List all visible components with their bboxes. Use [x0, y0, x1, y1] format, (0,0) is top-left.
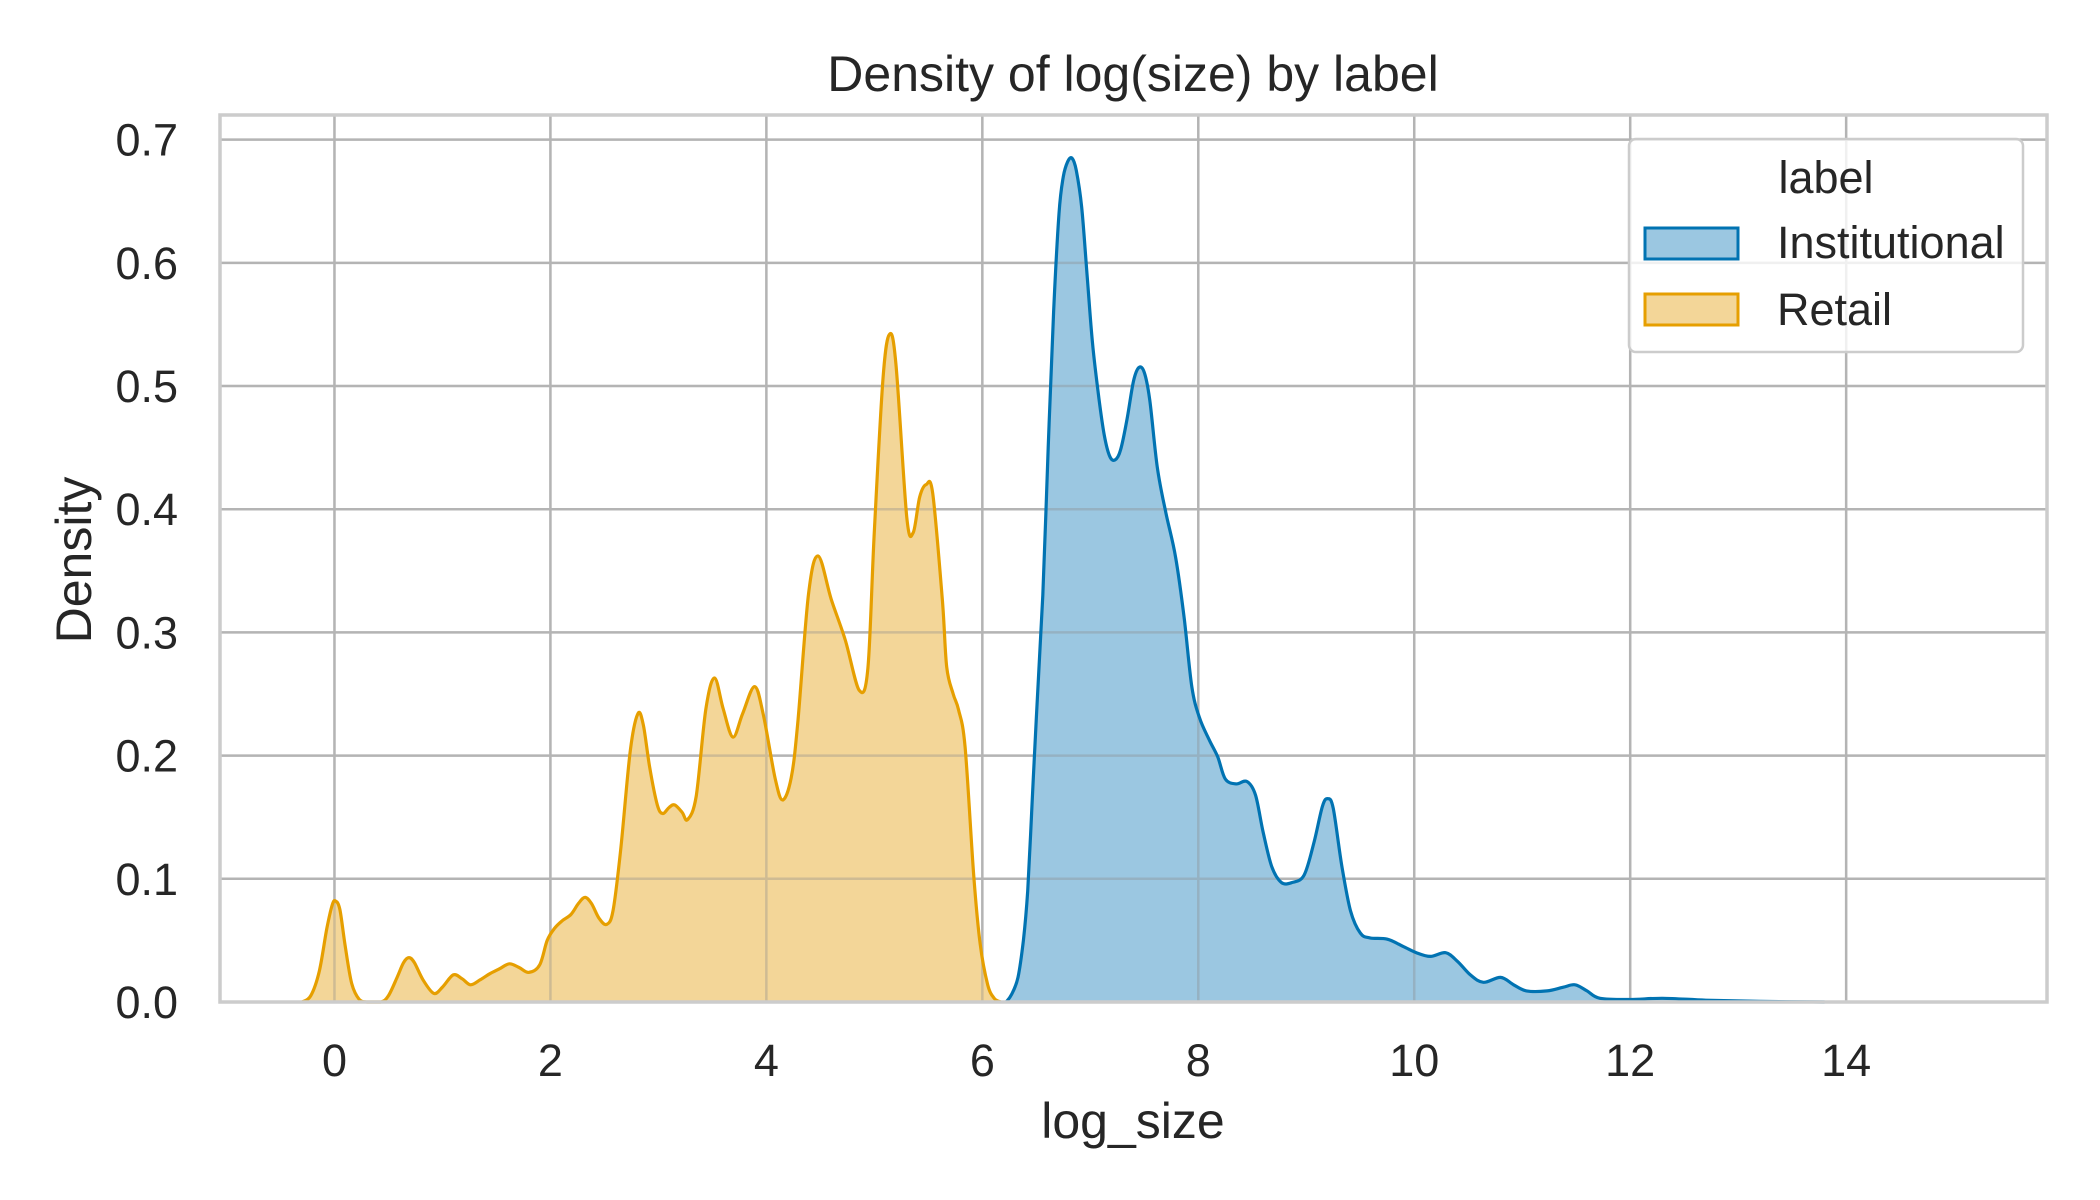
legend-entry-retail[interactable]: Retail — [1643, 284, 1892, 335]
density-line — [1004, 156, 1825, 1004]
x-tick-label: 8 — [1186, 1035, 1211, 1086]
y-tick-label: 0.2 — [115, 731, 178, 782]
density-fill — [1006, 157, 1825, 1002]
x-tick-label: 6 — [970, 1035, 995, 1086]
density-line — [301, 331, 1002, 1004]
legend-swatch-retail — [1643, 292, 1740, 327]
legend-swatch-institutional — [1643, 226, 1740, 261]
y-tick-label: 0.0 — [115, 977, 178, 1028]
x-axis-tick-labels: 0 2 4 6 8 10 12 14 — [322, 1035, 1871, 1086]
density-fill — [302, 333, 1001, 1002]
y-axis-label: Density — [46, 477, 102, 644]
legend-label-institutional: Institutional — [1777, 217, 2005, 268]
legend-title: label — [1778, 152, 1873, 203]
legend-label-retail: Retail — [1777, 284, 1892, 335]
y-tick-label: 0.3 — [115, 607, 178, 658]
y-tick-label: 0.7 — [115, 115, 178, 166]
legend-entry-institutional[interactable]: Institutional — [1643, 217, 2005, 268]
x-tick-label: 2 — [538, 1035, 563, 1086]
density-series — [220, 115, 2047, 1004]
y-tick-label: 0.4 — [115, 484, 178, 535]
x-tick-label: 0 — [322, 1035, 347, 1086]
fills — [302, 157, 1825, 1002]
y-axis-tick-labels: 0.0 0.1 0.2 0.3 0.4 0.5 0.6 0.7 — [115, 115, 178, 1028]
legend: label Institutional Retail — [1627, 137, 2025, 354]
x-tick-label: 10 — [1389, 1035, 1439, 1086]
y-tick-label: 0.6 — [115, 238, 178, 289]
x-tick-label: 14 — [1821, 1035, 1871, 1086]
x-axis-label: log_size — [1041, 1093, 1224, 1149]
chart-title: Density of log(size) by label — [827, 46, 1438, 102]
y-tick-label: 0.5 — [115, 361, 178, 412]
lines — [301, 156, 1825, 1004]
y-tick-label: 0.1 — [115, 854, 178, 905]
x-tick-label: 4 — [754, 1035, 779, 1086]
axes-frame — [218, 113, 2049, 1004]
grid-overlay — [220, 115, 2047, 1004]
x-tick-label: 12 — [1605, 1035, 1655, 1086]
